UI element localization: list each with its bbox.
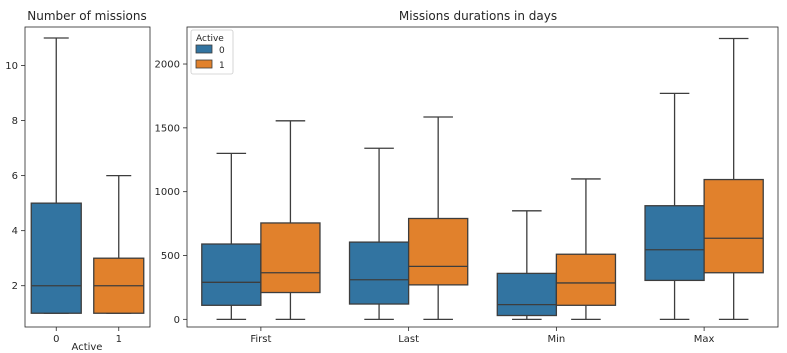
x-tick-label: 0 xyxy=(53,334,59,345)
left-panel: Number of missions 2 4 6 8 10 0 1 Active xyxy=(5,9,151,353)
legend-swatch-1 xyxy=(195,59,213,69)
legend-label-1: 1 xyxy=(219,61,225,71)
y-tick-label: 1000 xyxy=(155,187,180,198)
right-box-last-series-0-box xyxy=(348,241,410,305)
y-tick-label: 10 xyxy=(5,61,18,72)
y-tick-label: 4 xyxy=(12,226,18,237)
right-box-min-series-1-box xyxy=(555,253,617,306)
y-tick-label: 2000 xyxy=(155,60,180,71)
left-plot-area: 2 4 6 8 10 0 1 xyxy=(5,26,151,345)
legend-label-0: 0 xyxy=(219,46,225,56)
right-plot-area: 0 500 1000 1500 2000 First Last Min Max xyxy=(155,26,779,345)
right-box-max-series-0-box xyxy=(644,205,705,282)
x-tick-label: 1 xyxy=(116,334,122,345)
y-tick-label: 1500 xyxy=(155,123,180,134)
x-tick-label: Min xyxy=(548,334,566,345)
axes-frame xyxy=(186,26,779,328)
x-tick-label: First xyxy=(250,334,271,345)
y-tick-label: 6 xyxy=(12,171,18,182)
right-box-last-series-1-box xyxy=(407,217,469,286)
axes-frame xyxy=(24,26,151,328)
x-tick-label: Max xyxy=(694,334,715,345)
right-box-max-series-1-box xyxy=(703,178,764,274)
y-tick-label: 2 xyxy=(12,281,18,292)
left-box-0-box xyxy=(30,202,82,314)
left-x-axis-label: Active xyxy=(72,342,103,353)
legend: Active 0 1 xyxy=(190,29,234,75)
y-tick-label: 0 xyxy=(174,315,180,326)
right-box-first-series-0-box xyxy=(201,243,262,306)
y-tick-label: 8 xyxy=(12,116,18,127)
y-tick-label: 500 xyxy=(161,251,180,262)
legend-swatch-0 xyxy=(195,44,213,54)
legend-title: Active xyxy=(196,34,224,44)
right-panel: Missions durations in days 0 500 1000 1500 2… xyxy=(155,9,779,345)
right-chart-title: Missions durations in days xyxy=(399,9,557,23)
left-chart-title: Number of missions xyxy=(27,9,146,23)
x-tick-label: Last xyxy=(398,334,419,345)
right-box-first-series-1-box xyxy=(260,222,321,294)
right-box-min-series-0-box xyxy=(496,272,558,317)
